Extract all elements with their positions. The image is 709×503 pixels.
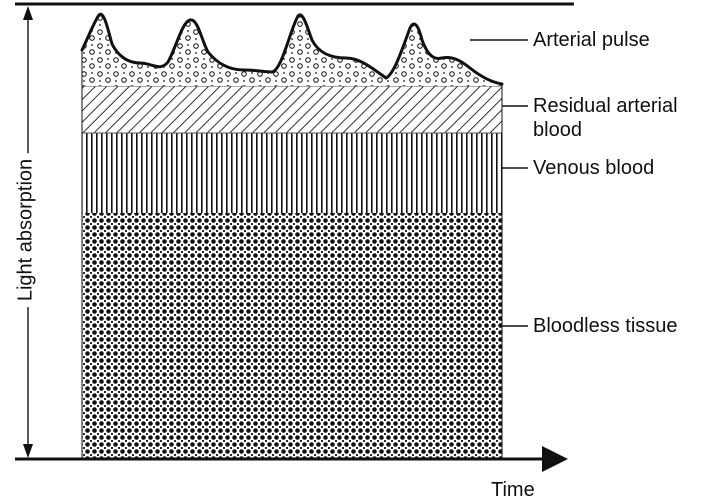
label-residual-arterial-blood-line1: Residual arterial <box>533 95 678 117</box>
x-axis-label: Time <box>491 479 535 501</box>
label-venous-blood: Venous blood <box>533 157 655 179</box>
label-arterial-pulse: Arterial pulse <box>533 29 650 51</box>
arterial-pulse-curve <box>80 12 504 86</box>
venous-blood-layer <box>82 133 502 213</box>
label-bloodless-tissue: Bloodless tissue <box>533 315 678 337</box>
arterial-pulse-layer <box>82 14 502 86</box>
y-arrow-head-bottom <box>23 444 33 458</box>
bloodless-tissue-layer <box>82 213 502 459</box>
time-axis-arrow-head <box>542 446 568 472</box>
y-axis-label: Light absorption <box>14 152 38 308</box>
residual-arterial-blood-layer <box>82 86 502 133</box>
label-residual-arterial-blood-line2: blood <box>533 119 582 141</box>
y-arrow-head-top <box>23 6 33 20</box>
